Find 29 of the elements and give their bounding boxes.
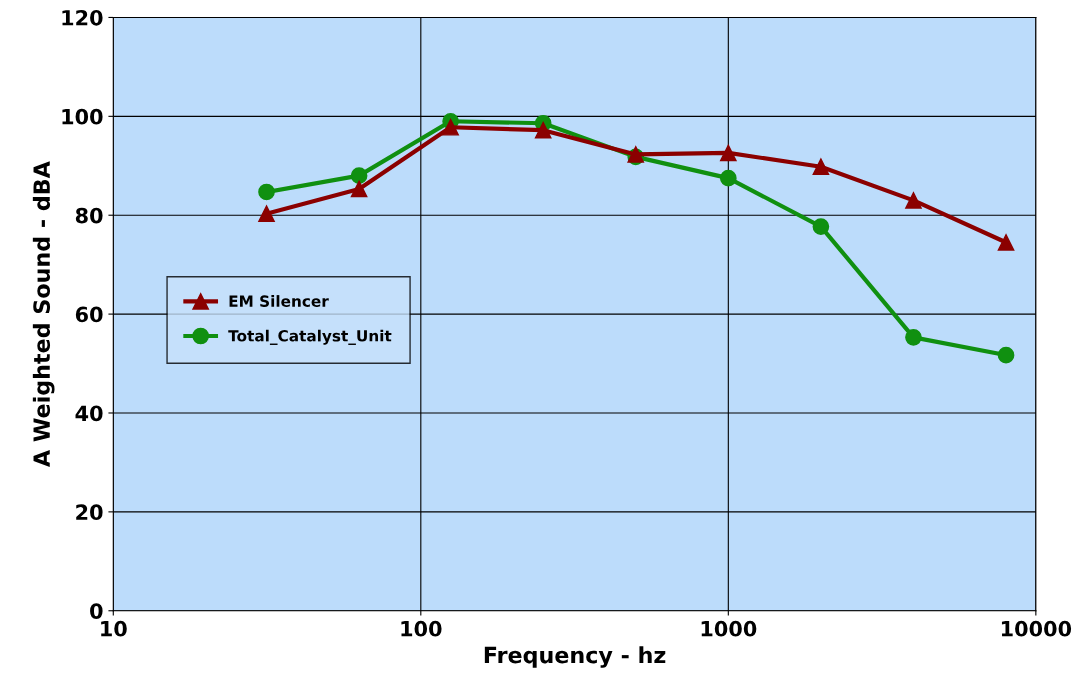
point <box>905 329 922 346</box>
legend-label: Total_Catalyst_Unit <box>228 329 392 345</box>
x-tick-label: 1000 <box>701 620 757 637</box>
x-tick-label: 100 <box>401 620 442 637</box>
x-axis-title: Frequency - hz <box>484 646 666 668</box>
point <box>905 192 922 209</box>
y-tick-label: 60 <box>75 306 103 323</box>
point <box>350 167 368 184</box>
point <box>812 158 830 176</box>
point <box>350 180 368 198</box>
x-tick-label: 10 <box>101 620 127 637</box>
point <box>258 205 275 223</box>
legend-label: EM Silencer <box>229 295 329 307</box>
x-tick-label: 10000 <box>1001 620 1072 637</box>
point <box>534 121 552 139</box>
y-tick-label: 100 <box>62 108 103 125</box>
point <box>812 218 830 235</box>
point <box>997 234 1015 251</box>
y-tick-label: 120 <box>62 9 103 26</box>
y-tick-label: 80 <box>75 207 103 224</box>
y-axis-title: A Weighted Sound - dBA <box>32 161 55 467</box>
y-tick-label: 20 <box>76 504 103 521</box>
point <box>442 118 459 136</box>
point <box>719 169 737 187</box>
y-tick-label: 0 <box>90 603 103 619</box>
point <box>719 144 737 162</box>
point <box>997 346 1015 364</box>
y-tick-label: 40 <box>75 405 103 422</box>
point <box>258 183 275 201</box>
